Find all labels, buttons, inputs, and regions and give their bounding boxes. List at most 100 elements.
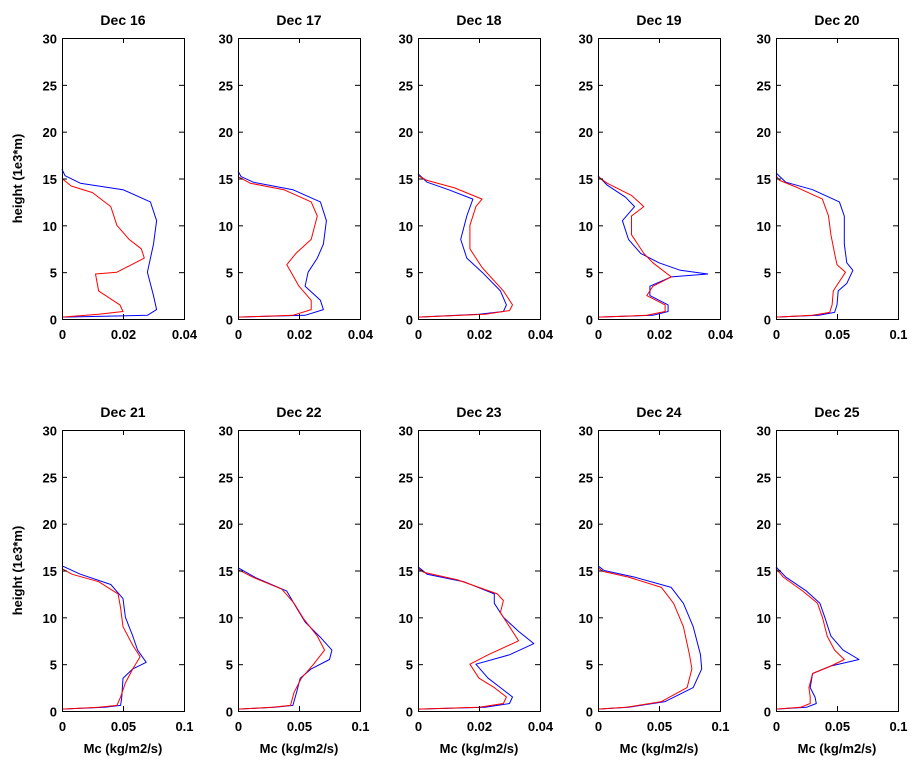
y-tick-label: 5	[406, 266, 413, 281]
x-tick-label: 0.04	[708, 327, 734, 342]
x-tick-label: 0.1	[889, 719, 907, 734]
y-tick-label: 20	[219, 125, 233, 140]
y-tick-label: 10	[579, 219, 593, 234]
series-line-blue	[597, 175, 709, 318]
x-axis-label: Mc (kg/m2/s)	[440, 741, 519, 756]
subplot-title: Dec 17	[276, 12, 321, 28]
y-tick-label: 25	[219, 78, 233, 93]
y-tick-label: 20	[579, 517, 593, 532]
x-tick-label: 0.05	[647, 719, 672, 734]
y-tick-label: 15	[399, 172, 413, 187]
series-line-red	[597, 176, 672, 318]
x-tick-label: 0	[235, 327, 242, 342]
y-tick-label: 15	[399, 564, 413, 579]
x-tick-label: 0	[415, 719, 422, 734]
y-tick-label: 15	[579, 564, 593, 579]
x-tick-label: 0	[773, 327, 780, 342]
axes-frame	[418, 38, 541, 320]
y-tick-label: 25	[399, 78, 413, 93]
y-tick-label: 15	[219, 564, 233, 579]
y-tick-label: 5	[586, 658, 593, 673]
y-tick-label: 25	[399, 470, 413, 485]
y-tick-label: 5	[50, 658, 57, 673]
subplot-title: Dec 24	[636, 404, 681, 420]
axes-frame	[776, 430, 899, 712]
subplot-title: Dec 22	[276, 404, 321, 420]
subplot-title: Dec 19	[636, 12, 681, 28]
subplot-10: Dec 25 0 5 10 15 20 25 30 0 0.05 0.1 Mc (kg/m2/s)	[757, 404, 908, 756]
x-tick-label: 0.1	[711, 719, 729, 734]
y-tick-label: 25	[579, 470, 593, 485]
x-tick-label: 0.04	[528, 327, 554, 342]
y-tick-label: 25	[757, 470, 771, 485]
x-tick-label: 0.02	[647, 327, 672, 342]
y-tick-label: 5	[50, 266, 57, 281]
y-tick-label: 10	[399, 611, 413, 626]
y-tick-label: 0	[50, 705, 57, 720]
series-line-blue	[597, 565, 703, 710]
y-tick-label: 10	[399, 219, 413, 234]
y-tick-label: 25	[757, 78, 771, 93]
y-tick-label: 5	[406, 658, 413, 673]
y-tick-label: 0	[586, 705, 593, 720]
series-line-red	[775, 175, 846, 318]
subplot-title: Dec 18	[456, 12, 501, 28]
subplot-title: Dec 25	[814, 404, 859, 420]
y-tick-label: 10	[219, 219, 233, 234]
x-tick-label: 0.1	[889, 327, 907, 342]
y-tick-label: 25	[579, 78, 593, 93]
subplot-9: Dec 24 0 5 10 15 20 25 30 0 0.05 0.1 Mc (kg/m2/s)	[579, 404, 730, 756]
series-line-blue	[775, 566, 860, 710]
y-tick-label: 30	[219, 32, 233, 47]
x-axis-label: Mc (kg/m2/s)	[798, 741, 877, 756]
y-tick-label: 15	[757, 564, 771, 579]
x-axis-label: Mc (kg/m2/s)	[260, 741, 339, 756]
y-tick-label: 5	[226, 658, 233, 673]
y-tick-label: 30	[43, 424, 57, 439]
y-tick-label: 10	[43, 219, 57, 234]
subplot-2: Dec 17 0 5 10 15 20 25 30 0 0.02 0.04	[219, 12, 374, 342]
x-tick-label: 0	[595, 327, 602, 342]
x-tick-label: 0	[415, 327, 422, 342]
y-tick-label: 5	[226, 266, 233, 281]
x-tick-label: 0	[59, 327, 66, 342]
x-axis-label: Mc (kg/m2/s)	[620, 741, 699, 756]
series-line-red	[237, 176, 318, 318]
y-tick-label: 0	[764, 313, 771, 328]
subplot-1: Dec 16 0 5 10 15 20 25 30 0 0.02 0.04 height (1e3*m…	[10, 12, 198, 342]
axes-frame	[598, 430, 721, 712]
series-line-red	[61, 568, 141, 710]
subplot-title: Dec 21	[100, 404, 145, 420]
x-tick-label: 0.1	[351, 719, 369, 734]
y-tick-label: 20	[579, 125, 593, 140]
y-tick-label: 20	[43, 125, 57, 140]
y-tick-label: 20	[43, 517, 57, 532]
series-line-red	[775, 568, 845, 710]
y-tick-label: 30	[43, 32, 57, 47]
y-tick-label: 10	[43, 611, 57, 626]
subplot-4: Dec 19 0 5 10 15 20 25 30 0 0.02 0.04	[579, 12, 734, 342]
x-tick-label: 0	[59, 719, 66, 734]
series-line-blue	[61, 565, 147, 710]
x-tick-label: 0.05	[287, 719, 312, 734]
series-line-blue	[417, 173, 507, 318]
y-tick-label: 30	[579, 32, 593, 47]
y-tick-label: 30	[219, 424, 233, 439]
axes-frame	[238, 38, 361, 320]
y-tick-label: 0	[226, 705, 233, 720]
y-tick-label: 10	[579, 611, 593, 626]
y-tick-label: 10	[219, 611, 233, 626]
subplot-7: Dec 22 0 5 10 15 20 25 30 0 0.05 0.1 Mc (kg/m2/s)	[219, 404, 370, 756]
axes-frame	[238, 430, 361, 712]
x-tick-label: 0	[773, 719, 780, 734]
series-line-blue	[237, 170, 327, 318]
x-tick-label: 0.05	[111, 719, 136, 734]
y-axis-label: height (1e3*m)	[10, 526, 25, 616]
series-line-blue	[237, 567, 333, 710]
y-tick-label: 0	[50, 313, 57, 328]
series-line-red	[61, 178, 145, 318]
x-tick-label: 0	[595, 719, 602, 734]
y-tick-label: 15	[757, 172, 771, 187]
y-tick-label: 5	[764, 658, 771, 673]
series-line-red	[417, 175, 513, 318]
